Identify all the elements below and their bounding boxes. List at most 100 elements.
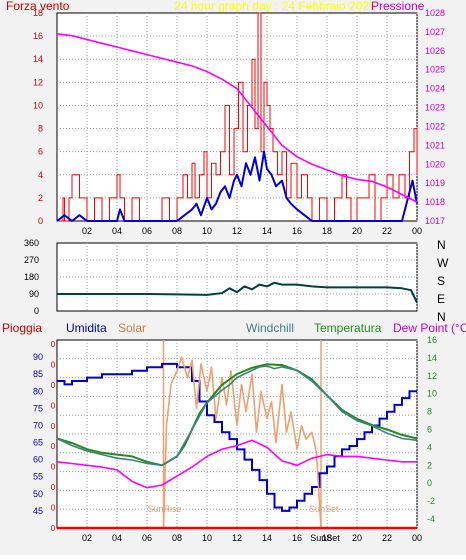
y-tick-label-hum: 65: [33, 438, 43, 448]
series-humidity: [57, 362, 417, 512]
x-tick-label: 12: [232, 226, 242, 236]
y-tick-label-right: 1028: [425, 8, 445, 18]
series-avg: [56, 150, 418, 222]
x-tick-label: 02: [82, 533, 92, 543]
sunset-label: SunSet: [309, 504, 339, 514]
compass-label: N: [437, 310, 446, 324]
y-tick-label-temp: 2: [427, 460, 432, 470]
x-tick-label: 20: [352, 226, 362, 236]
x-tick-label: 14: [262, 533, 272, 543]
y-tick-label-hum: 90: [33, 352, 43, 362]
x-tick-label: 04: [112, 226, 122, 236]
y-tick-label-right: 1017: [425, 216, 445, 226]
x-tick-label: 22: [382, 533, 392, 543]
y-tick-label-left: 12: [33, 77, 43, 87]
rain-tick-label: 0: [51, 524, 56, 533]
x-tick-label: 06: [142, 226, 152, 236]
x-tick-label: 20: [352, 533, 362, 543]
y-tick-label-left: 8: [38, 124, 43, 134]
x-tick-label: 22: [382, 226, 392, 236]
y-tick-label-hum: 75: [33, 403, 43, 413]
y-tick-label-hum: 70: [33, 420, 43, 430]
y-tick-label-left: 2: [38, 193, 43, 203]
y-tick-label-temp: 0: [427, 478, 432, 488]
rain-tick-label: 0: [51, 463, 56, 472]
x-tick-label: 08: [172, 533, 182, 543]
compass-label: W: [437, 256, 449, 270]
y-tick-label-dir: 360: [24, 238, 39, 248]
y-tick-label-left: 4: [38, 170, 43, 180]
temperature-label: Temperatura: [314, 321, 382, 335]
y-tick-label-temp: 16: [427, 335, 437, 345]
pressure-axis-label: Pressione: [371, 0, 425, 13]
y-tick-label-dir: 180: [24, 272, 39, 282]
y-tick-label-right: 1026: [425, 46, 445, 56]
chart-title: 24 hour graph day : 24 Febbraio 2022: [174, 0, 376, 13]
x-tick-label: 06: [142, 533, 152, 543]
x-tick-label: 16: [292, 226, 302, 236]
x-tick-label: 10: [202, 533, 212, 543]
y-tick-label-dir: 90: [29, 289, 39, 299]
y-tick-label-right: 1025: [425, 65, 445, 75]
y-tick-label-hum: 80: [33, 386, 43, 396]
y-tick-label-right: 1021: [425, 140, 445, 150]
rain-tick-label: 0: [51, 381, 56, 390]
y-tick-label-temp: 14: [427, 353, 437, 363]
x-tick-label: 14: [262, 226, 272, 236]
y-tick-label-left: 18: [33, 8, 43, 18]
y-tick-label-temp: -2: [427, 496, 435, 506]
rain-tick-label: 0: [51, 504, 56, 513]
y-tick-label-right: 1024: [425, 84, 445, 94]
y-tick-label-left: 6: [38, 147, 43, 157]
y-tick-label-hum: 85: [33, 369, 43, 379]
y-tick-label-temp: 12: [427, 371, 437, 381]
y-tick-label-right: 1020: [425, 159, 445, 169]
humidity-label: Umidita: [66, 321, 107, 335]
compass-label: E: [437, 292, 445, 306]
y-tick-label-temp: 10: [427, 389, 437, 399]
series-pressure: [56, 33, 418, 203]
plot-layer: 0246810121416181017101810191020102110221…: [24, 8, 449, 543]
y-tick-label-right: 1022: [425, 121, 445, 131]
y-tick-label-left: 14: [33, 54, 43, 64]
x-tick-label: 00: [412, 533, 422, 543]
x-tick-label: 00: [412, 226, 422, 236]
y-tick-label-right: 1018: [425, 197, 445, 207]
x-tick-label: 02: [82, 226, 92, 236]
x-tick-label: 18: [322, 226, 332, 236]
x-tick-label: 16: [292, 533, 302, 543]
y-tick-label-temp: 4: [427, 442, 432, 452]
y-tick-label-temp: 6: [427, 425, 432, 435]
y-tick-label-dir: 0: [34, 306, 39, 316]
y-tick-label-left: 0: [38, 216, 43, 226]
series-temperature: [56, 363, 418, 467]
y-tick-label-hum: 55: [33, 472, 43, 482]
y-tick-label-left: 16: [33, 31, 43, 41]
rain-tick-label: 0: [51, 360, 56, 369]
rain-tick-label: 0: [51, 422, 56, 431]
rain-tick-label: 0: [51, 442, 56, 451]
solar-label: Solar: [118, 321, 146, 335]
y-tick-label-hum: 60: [33, 455, 43, 465]
series-direction: [57, 281, 418, 303]
y-tick-label-temp: 8: [427, 407, 432, 417]
x-tick-label: 04: [112, 533, 122, 543]
x-tick-label: 10: [202, 226, 212, 236]
series-windchill: [56, 365, 418, 467]
rain-tick-label: 0: [51, 483, 56, 492]
x-tick-label: 08: [172, 226, 182, 236]
wind-axis-label: Forza vento: [6, 0, 70, 13]
y-tick-label-right: 1023: [425, 103, 445, 113]
y-tick-label-dir: 270: [24, 255, 39, 265]
rain-tick-label: 0: [51, 340, 56, 349]
windchill-label: Windchill: [246, 321, 294, 335]
rain-tick-label: 0: [51, 401, 56, 410]
y-tick-label-temp: -4: [427, 514, 435, 524]
wind-plot-area: [56, 12, 418, 222]
x-tick-label: 12: [232, 533, 242, 543]
y-tick-label-hum: 45: [33, 506, 43, 516]
y-tick-label-left: 10: [33, 100, 43, 110]
x-tick-label: 18: [322, 533, 332, 543]
